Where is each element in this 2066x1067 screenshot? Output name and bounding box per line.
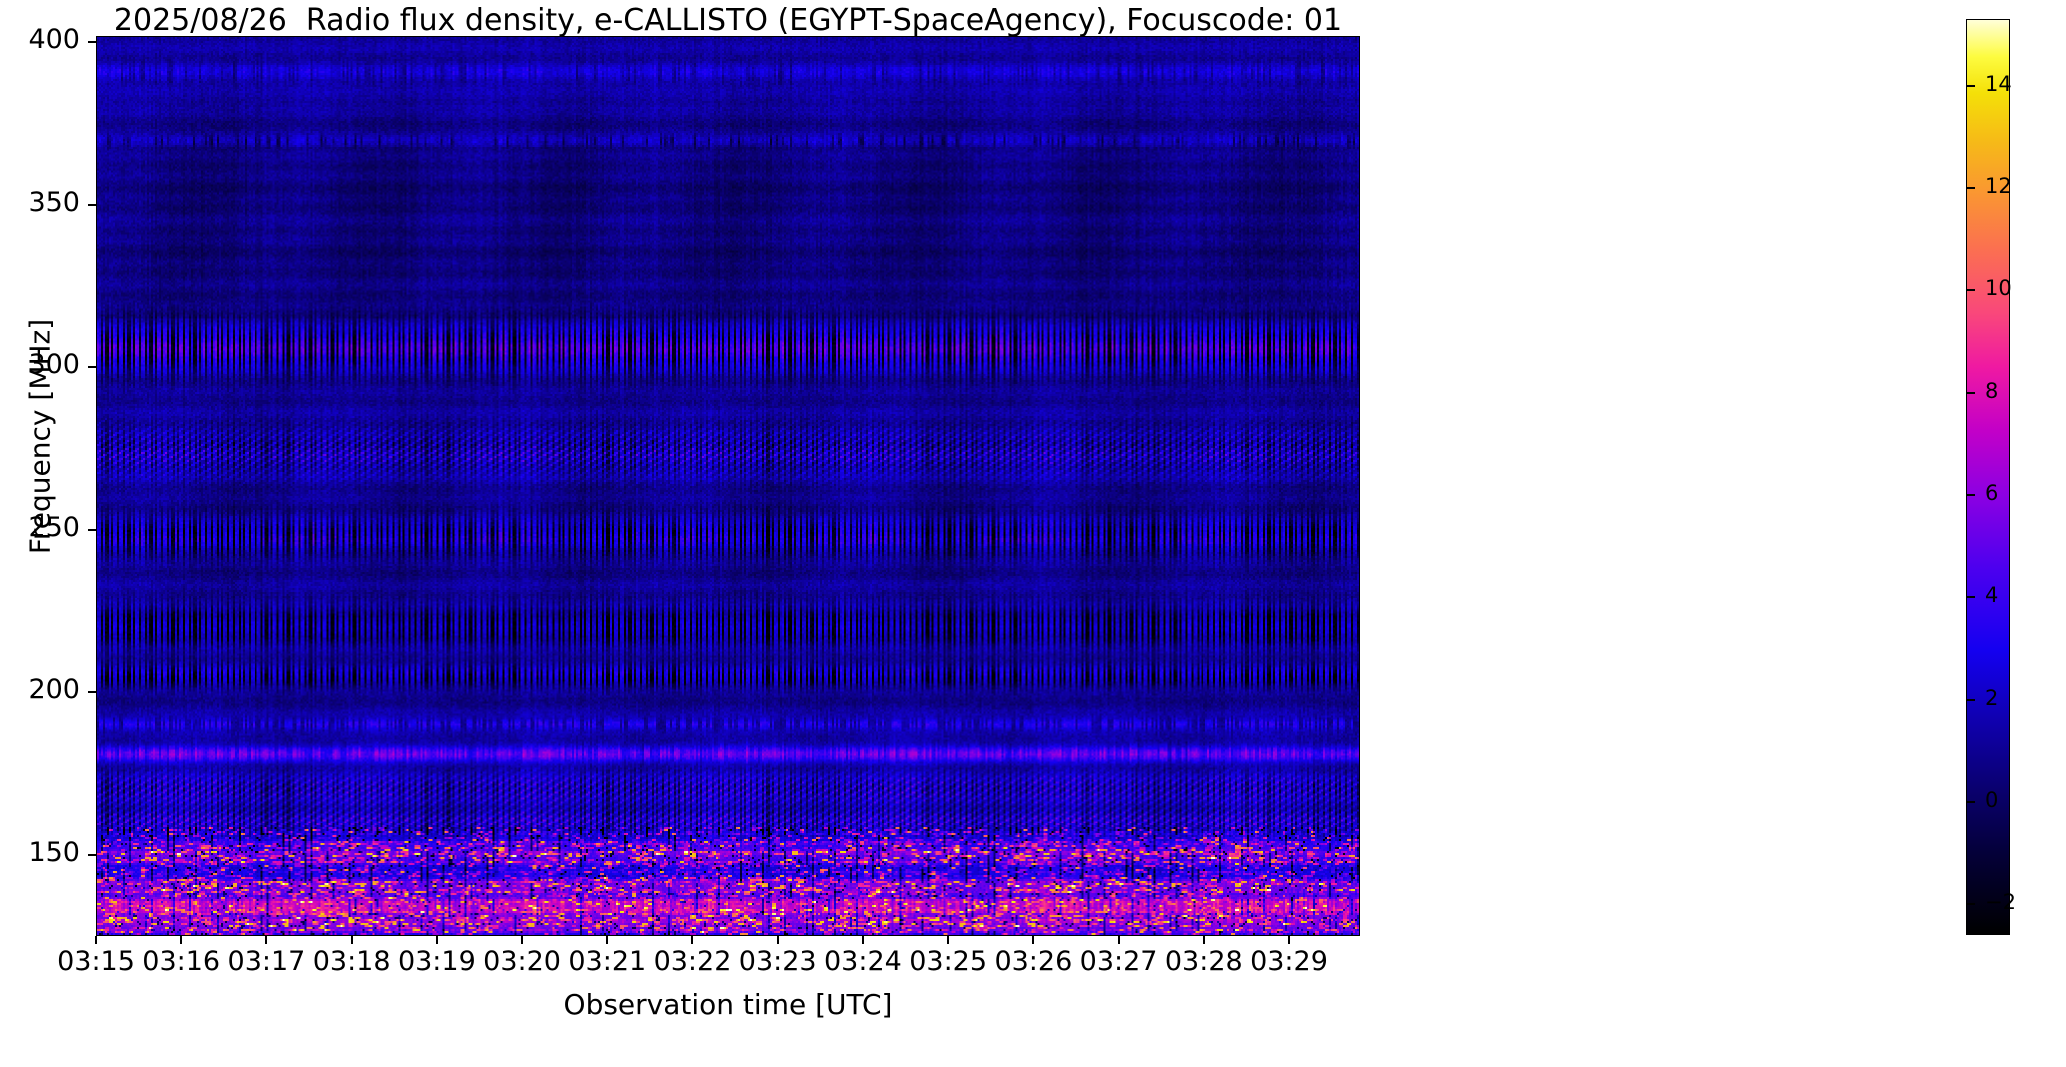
spectrogram-canvas <box>97 37 1359 935</box>
colorbar-tick-mark <box>1966 493 1975 496</box>
x-tick-label: 03:19 <box>397 946 476 977</box>
x-tick-mark <box>435 936 438 944</box>
x-tick-mark <box>1202 936 1205 944</box>
spectrogram-image <box>97 37 1359 935</box>
x-tick-label: 03:24 <box>824 946 902 977</box>
x-tick-mark <box>947 936 950 944</box>
colorbar-gradient <box>1966 19 2010 935</box>
y-tick-label: 250 <box>28 511 80 543</box>
x-tick-label: 03:18 <box>312 946 391 977</box>
x-tick-mark <box>1032 936 1035 944</box>
y-tick-label: 350 <box>28 186 80 218</box>
colorbar-tick-label: 0 <box>1985 787 1999 812</box>
x-tick-mark <box>776 936 779 944</box>
x-tick-mark <box>180 936 183 944</box>
x-tick-mark <box>691 936 694 944</box>
colorbar-tick-label: 4 <box>1985 583 1999 608</box>
x-tick-label: 03:26 <box>994 946 1073 977</box>
colorbar-tick-mark <box>1966 289 1975 292</box>
colorbar-tick-label: 10 <box>1985 276 2012 301</box>
x-tick-label: 03:22 <box>653 946 732 977</box>
x-axis-label: Observation time [UTC] <box>563 988 893 1021</box>
colorbar-tick-label: 14 <box>1985 71 2012 96</box>
colorbar-tick-label: −2 <box>1985 890 2016 915</box>
x-tick-mark <box>265 936 268 944</box>
colorbar-tick-mark <box>1966 698 1975 701</box>
colorbar-tick-mark <box>1966 800 1975 803</box>
y-tick-label: 150 <box>28 836 80 868</box>
colorbar-tick-mark <box>1966 391 1975 394</box>
x-tick-mark <box>521 936 524 944</box>
colorbar-tick-label: 6 <box>1985 480 1999 505</box>
y-tick-mark <box>88 691 96 694</box>
x-tick-label: 03:20 <box>483 946 561 977</box>
y-tick-label: 300 <box>28 349 80 381</box>
colorbar <box>1966 19 2010 935</box>
page-title: 2025/08/26 Radio flux density, e-CALLIST… <box>113 3 1343 38</box>
x-tick-label: 03:27 <box>1079 946 1158 977</box>
x-tick-label: 03:23 <box>738 946 817 977</box>
y-tick-label: 400 <box>28 24 80 56</box>
x-tick-label: 03:25 <box>909 946 988 977</box>
spectrogram-axes <box>96 36 1360 936</box>
x-tick-label: 03:15 <box>57 946 135 977</box>
y-tick-mark <box>88 41 96 44</box>
x-tick-label: 03:29 <box>1250 946 1328 977</box>
x-tick-mark <box>606 936 609 944</box>
x-tick-mark <box>95 936 97 944</box>
colorbar-tick-mark <box>1966 903 1975 906</box>
y-axis-label: Frequency [MHz] <box>23 318 57 555</box>
x-tick-mark <box>1117 936 1120 944</box>
colorbar-tick-label: 2 <box>1985 685 1999 710</box>
x-tick-mark <box>1287 936 1290 944</box>
colorbar-tick-label: 8 <box>1985 378 1999 403</box>
x-tick-mark <box>350 936 353 944</box>
x-tick-label: 03:16 <box>142 946 221 977</box>
y-tick-mark <box>88 366 96 369</box>
colorbar-tick-mark <box>1966 596 1975 599</box>
colorbar-tick-label: 12 <box>1985 173 2012 198</box>
y-tick-mark <box>88 853 96 856</box>
colorbar-tick-mark <box>1966 84 1975 87</box>
x-tick-label: 03:28 <box>1164 946 1243 977</box>
x-tick-label: 03:17 <box>227 946 306 977</box>
x-tick-label: 03:21 <box>568 946 647 977</box>
x-tick-mark <box>861 936 864 944</box>
y-tick-mark <box>88 528 96 531</box>
y-tick-mark <box>88 203 96 206</box>
colorbar-tick-mark <box>1966 186 1975 189</box>
y-tick-label: 200 <box>28 674 80 706</box>
